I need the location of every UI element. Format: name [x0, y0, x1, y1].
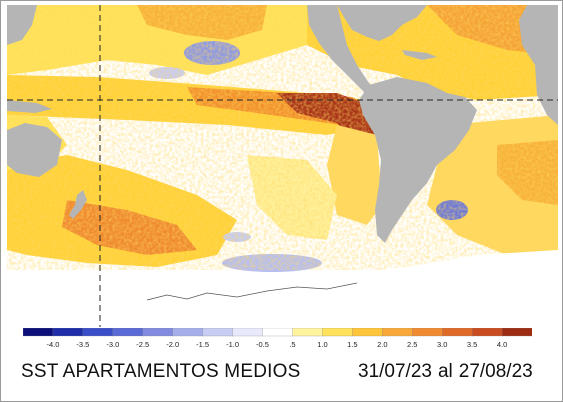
legend-swatch — [412, 328, 443, 337]
caribbean-islands — [402, 50, 437, 60]
legend-swatch — [172, 328, 204, 337]
caption-end-date: 27/08/23 — [458, 361, 533, 382]
legend-tick-label: -1.0 — [226, 340, 239, 349]
legend-tick-label: -1.5 — [196, 340, 209, 349]
caption-start-date: 31/07/23 — [358, 361, 432, 382]
south-america-land — [359, 77, 477, 243]
legend-swatch — [382, 328, 413, 337]
color-legend: -4.0 -3.5 -3.0 -2.5 -2.0 -1.5 -1.0 -0.5 .5 1.0 1.5… — [23, 328, 532, 349]
legend-tick-label: 3.0 — [437, 340, 447, 349]
africa-land — [519, 5, 558, 125]
legend-swatch — [202, 328, 234, 337]
legend-tick-label: -3.0 — [106, 340, 119, 349]
figure-caption: SST APARTAMENTOS MEDIOS 31/07/23 al 27/08/… — [1, 361, 563, 387]
legend-tick-label: 1.0 — [317, 340, 327, 349]
legend-tick-label: 1.5 — [347, 340, 357, 349]
legend-swatch — [52, 328, 84, 337]
legend-tick-label: -2.0 — [166, 340, 179, 349]
legend-tick-label: .5 — [289, 340, 295, 349]
north-america-land — [337, 5, 427, 41]
legend-swatch — [112, 328, 144, 337]
australia-land — [7, 123, 62, 177]
legend-swatch — [23, 328, 54, 337]
caption-connector: al — [437, 361, 453, 382]
asia-land — [7, 5, 37, 45]
legend-tick-label: 4.0 — [497, 340, 507, 349]
legend-swatch — [501, 328, 532, 337]
central-america-land — [307, 5, 379, 95]
sst-anomaly-map — [7, 5, 558, 327]
legend-tick-label: 2.0 — [377, 340, 387, 349]
legend-tick-label: -4.0 — [46, 340, 59, 349]
caption-title: SST APARTAMENTOS MEDIOS — [21, 361, 301, 382]
legend-tick-label: -2.5 — [136, 340, 149, 349]
legend-swatch — [292, 328, 324, 337]
antarctic-no-data — [7, 250, 558, 327]
indonesia-islands — [7, 100, 52, 113]
new-zealand-land — [69, 190, 87, 219]
land-masses — [7, 5, 558, 243]
antarctic-coastline — [146, 282, 358, 301]
legend-tick-label: -3.5 — [76, 340, 89, 349]
legend-tick-label: 2.5 — [407, 340, 417, 349]
legend-swatch — [232, 328, 264, 337]
legend-tick-label: 3.5 — [467, 340, 477, 349]
legend-tick-label: -0.5 — [256, 340, 269, 349]
legend-swatch — [352, 328, 383, 337]
legend-swatch — [322, 328, 354, 337]
legend-swatch — [442, 328, 473, 337]
caption-date-range: 31/07/23 al 27/08/23 — [355, 361, 536, 383]
legend-swatch — [471, 328, 503, 337]
data-texture — [7, 5, 558, 270]
legend-swatch — [82, 328, 114, 337]
legend-swatch — [142, 328, 174, 337]
legend-swatch — [262, 328, 294, 337]
